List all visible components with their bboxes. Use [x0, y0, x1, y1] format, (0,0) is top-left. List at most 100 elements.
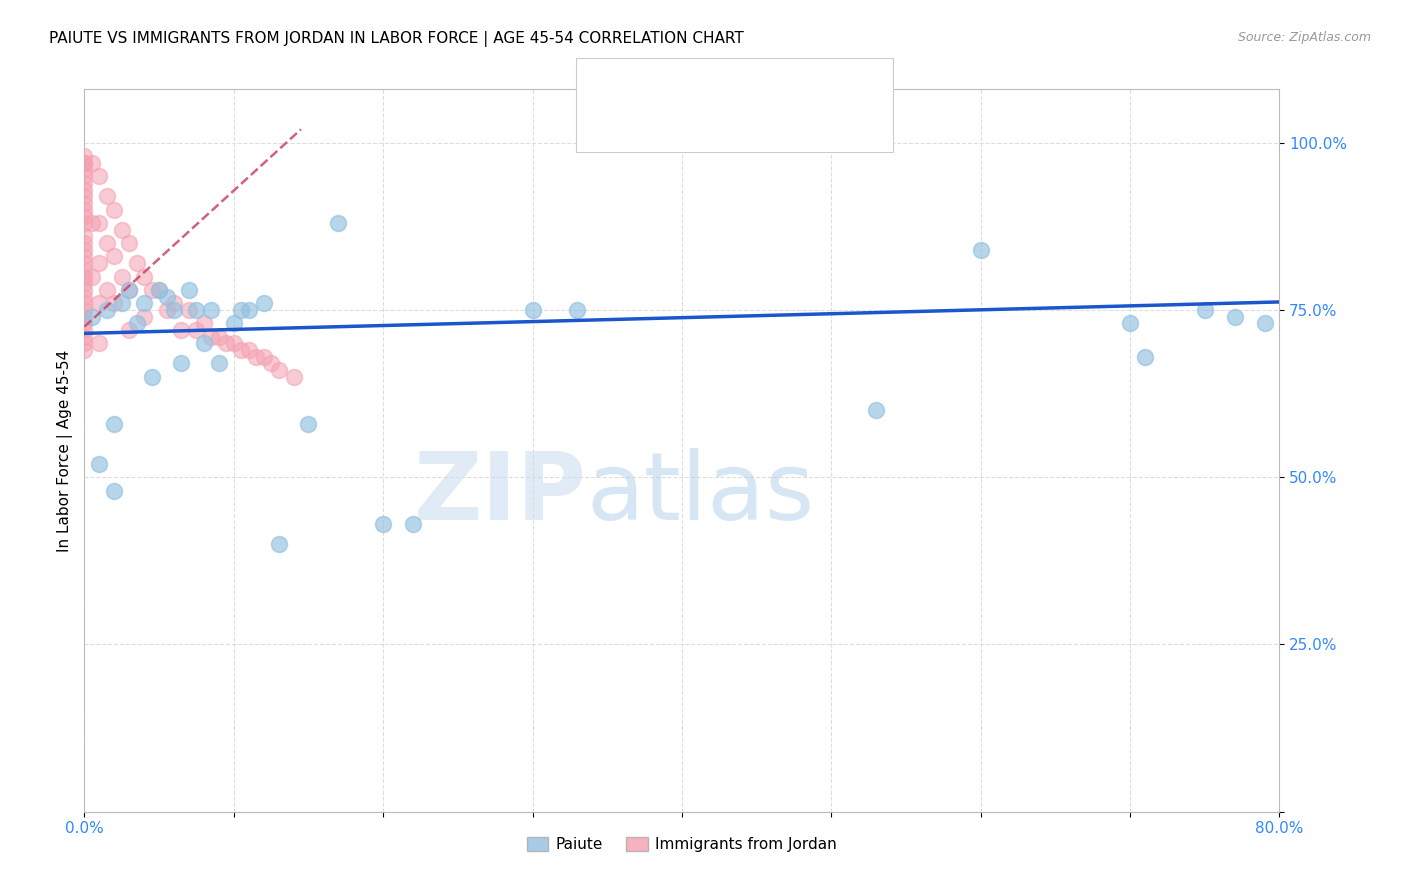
Point: [73, 216, 96, 230]
Point: [73, 336, 96, 351]
Point: [73, 310, 96, 324]
Point: [73, 303, 96, 318]
Point: [89, 256, 111, 270]
Point: [1119, 317, 1142, 331]
Point: [73, 195, 96, 210]
Point: [73, 277, 96, 291]
Point: [186, 303, 208, 318]
Point: [103, 483, 125, 498]
Point: [89, 457, 111, 471]
Point: [170, 323, 193, 337]
Point: [73, 256, 96, 270]
Point: [96, 283, 118, 297]
Point: [73, 330, 96, 344]
Point: [267, 537, 290, 551]
Point: [111, 269, 134, 284]
Point: [103, 296, 125, 310]
Point: [208, 356, 231, 371]
Point: [231, 303, 253, 318]
Point: [297, 417, 319, 431]
Point: [73, 283, 96, 297]
Point: [89, 336, 111, 351]
Point: [253, 350, 276, 364]
Point: [148, 283, 170, 297]
Text: N =: N =: [749, 77, 786, 95]
Point: [73, 250, 96, 264]
Point: [103, 417, 125, 431]
Point: [222, 336, 245, 351]
Point: [1223, 310, 1246, 324]
Text: R =: R =: [638, 77, 673, 95]
Point: [148, 283, 170, 297]
Text: 71: 71: [796, 115, 818, 133]
Point: [1133, 350, 1156, 364]
Point: [80, 216, 103, 230]
Point: [103, 202, 125, 217]
Text: 0.077: 0.077: [683, 77, 735, 95]
Point: [177, 303, 200, 318]
Point: [89, 296, 111, 310]
Text: N =: N =: [749, 115, 786, 133]
Point: [141, 283, 163, 297]
Point: [1194, 303, 1216, 318]
Bar: [592, 71, 628, 101]
Point: [73, 182, 96, 196]
Point: [73, 189, 96, 203]
Point: [73, 289, 96, 303]
Point: [402, 517, 425, 532]
Point: [80, 269, 103, 284]
Point: [253, 296, 276, 310]
Y-axis label: In Labor Force | Age 45-54: In Labor Force | Age 45-54: [58, 350, 73, 551]
Point: [89, 169, 111, 184]
Legend: Paiute, Immigrants from Jordan: Paiute, Immigrants from Jordan: [520, 831, 844, 858]
Text: PAIUTE VS IMMIGRANTS FROM JORDAN IN LABOR FORCE | AGE 45-54 CORRELATION CHART: PAIUTE VS IMMIGRANTS FROM JORDAN IN LABO…: [49, 31, 744, 47]
Point: [73, 263, 96, 277]
Point: [96, 303, 118, 318]
Point: [177, 283, 200, 297]
Point: [118, 236, 141, 251]
Point: [73, 202, 96, 217]
Point: [73, 317, 96, 331]
Point: [200, 330, 222, 344]
Point: [260, 356, 283, 371]
Point: [970, 243, 993, 257]
Point: [208, 330, 231, 344]
Point: [132, 310, 156, 324]
Point: [215, 336, 238, 351]
Point: [200, 303, 222, 318]
Point: [111, 223, 134, 237]
Point: [73, 156, 96, 170]
Point: [193, 336, 215, 351]
Point: [73, 210, 96, 224]
Point: [231, 343, 253, 358]
Point: [125, 317, 148, 331]
Point: [238, 303, 260, 318]
Point: [155, 303, 177, 318]
Point: [73, 269, 96, 284]
Point: [73, 176, 96, 190]
Point: [245, 350, 267, 364]
Point: [132, 269, 156, 284]
Point: [141, 369, 163, 384]
Point: [155, 289, 177, 303]
Point: [267, 363, 290, 377]
Point: [163, 303, 186, 318]
Bar: [592, 109, 628, 139]
Text: ZIP: ZIP: [413, 448, 586, 540]
Point: [89, 216, 111, 230]
Point: [193, 317, 215, 331]
Text: R =: R =: [638, 115, 673, 133]
Text: atlas: atlas: [586, 448, 814, 540]
Point: [73, 343, 96, 358]
Point: [222, 317, 245, 331]
Point: [163, 296, 186, 310]
Text: 37: 37: [796, 77, 818, 95]
Point: [283, 369, 305, 384]
Point: [132, 296, 156, 310]
Text: 0.253: 0.253: [683, 115, 735, 133]
Point: [170, 356, 193, 371]
Point: [80, 156, 103, 170]
Point: [373, 517, 395, 532]
Point: [103, 250, 125, 264]
Point: [118, 283, 141, 297]
